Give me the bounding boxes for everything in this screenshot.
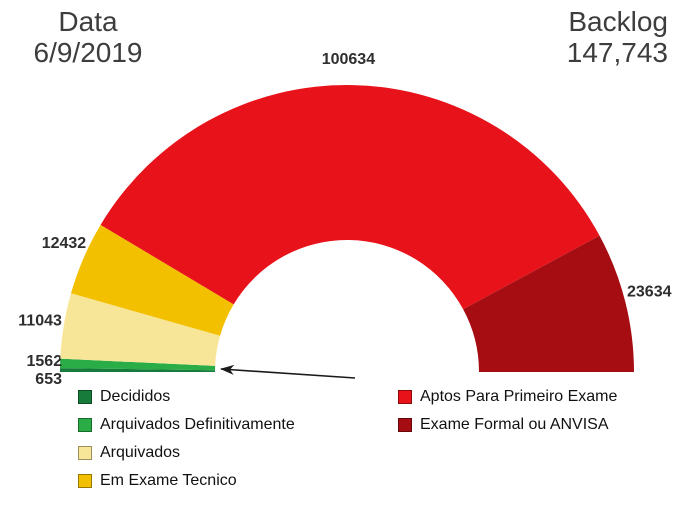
backlog-block: Backlog 147,743: [438, 6, 668, 68]
slice-arquivados: [60, 293, 221, 366]
legend-label: Exame Formal ou ANVISA: [420, 415, 609, 433]
slice-exame-formal-ou-anvisa: [463, 235, 634, 372]
backlog-value: 147,743: [566, 37, 668, 68]
slice-aptos-para-primeiro-exame: [100, 85, 600, 310]
slice-value-arquivados: 11043: [18, 312, 62, 329]
legend-item-arquivados-definitivamente: Arquivados Definitivamente: [78, 415, 295, 434]
legend-label: Aptos Para Primeiro Exame: [420, 387, 618, 405]
legend-label: Em Exame Tecnico: [100, 471, 237, 489]
slice-value-exame-formal-ou-anvisa: 23634: [627, 284, 672, 301]
legend-swatch-aptos-para-primeiro-exame: [398, 389, 412, 404]
legend-column-right: Aptos Para Primeiro Exame Exame Formal ou…: [398, 387, 617, 434]
legend-label: Arquivados Definitivamente: [100, 415, 295, 433]
annotation-arrow: [220, 364, 356, 379]
legend-item-exame-formal-ou-anvisa: Exame Formal ou ANVISA: [398, 415, 617, 434]
legend-item-aptos-para-primeiro-exame: Aptos Para Primeiro Exame: [398, 387, 617, 406]
legend-item-em-exame-tecnico: Em Exame Tecnico: [78, 471, 295, 490]
slice-value-aptos-para-primeiro-exame: 100634: [322, 51, 375, 68]
legend-item-decididos: Decididos: [78, 387, 295, 406]
slice-value-em-exame-tecnico: 12432: [42, 235, 87, 252]
backlog-label: Backlog: [568, 6, 668, 37]
date-block: Data 6/9/2019: [8, 6, 168, 68]
legend-swatch-arquivados-definitivamente: [78, 417, 92, 432]
legend-swatch-decididos: [78, 389, 92, 404]
slice-arquivados-definitivamente: [60, 358, 216, 371]
slice-em-exame-tecnico: [70, 224, 234, 336]
date-label: Data: [58, 6, 118, 37]
legend-label: Arquivados: [100, 443, 181, 461]
legend-swatch-em-exame-tecnico: [78, 473, 92, 488]
legend-column-left: Decididos Arquivados Definitivamente Arqui…: [78, 387, 295, 490]
slice-decididos: [60, 368, 216, 372]
date-value: 6/9/2019: [33, 37, 143, 68]
slice-value-arquivados-definitivamente: 1562: [27, 353, 63, 370]
legend-item-arquivados: Arquivados: [78, 443, 295, 462]
legend-swatch-exame-formal-ou-anvisa: [398, 417, 412, 432]
legend-swatch-arquivados: [78, 445, 92, 460]
legend-label: Decididos: [100, 387, 171, 405]
slice-value-decididos: 653: [35, 371, 62, 388]
